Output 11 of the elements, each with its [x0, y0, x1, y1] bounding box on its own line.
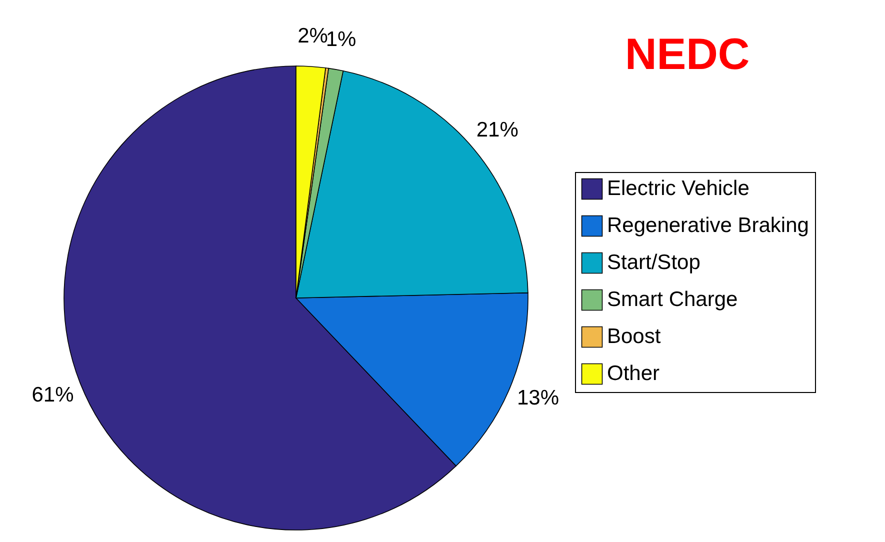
data-label: 21% [476, 118, 518, 142]
legend-label: Electric Vehicle [607, 177, 750, 200]
legend-label: Start/Stop [607, 251, 700, 274]
legend-label: Other [607, 362, 660, 385]
chart-title: NEDC [625, 30, 750, 79]
legend-label: Boost [607, 325, 661, 348]
data-label: 61% [32, 383, 74, 406]
legend-label: Regenerative Braking [607, 214, 809, 237]
data-label: 13% [516, 386, 559, 410]
data-label: 2% [298, 24, 328, 48]
legend-label: Smart Charge [607, 288, 738, 311]
